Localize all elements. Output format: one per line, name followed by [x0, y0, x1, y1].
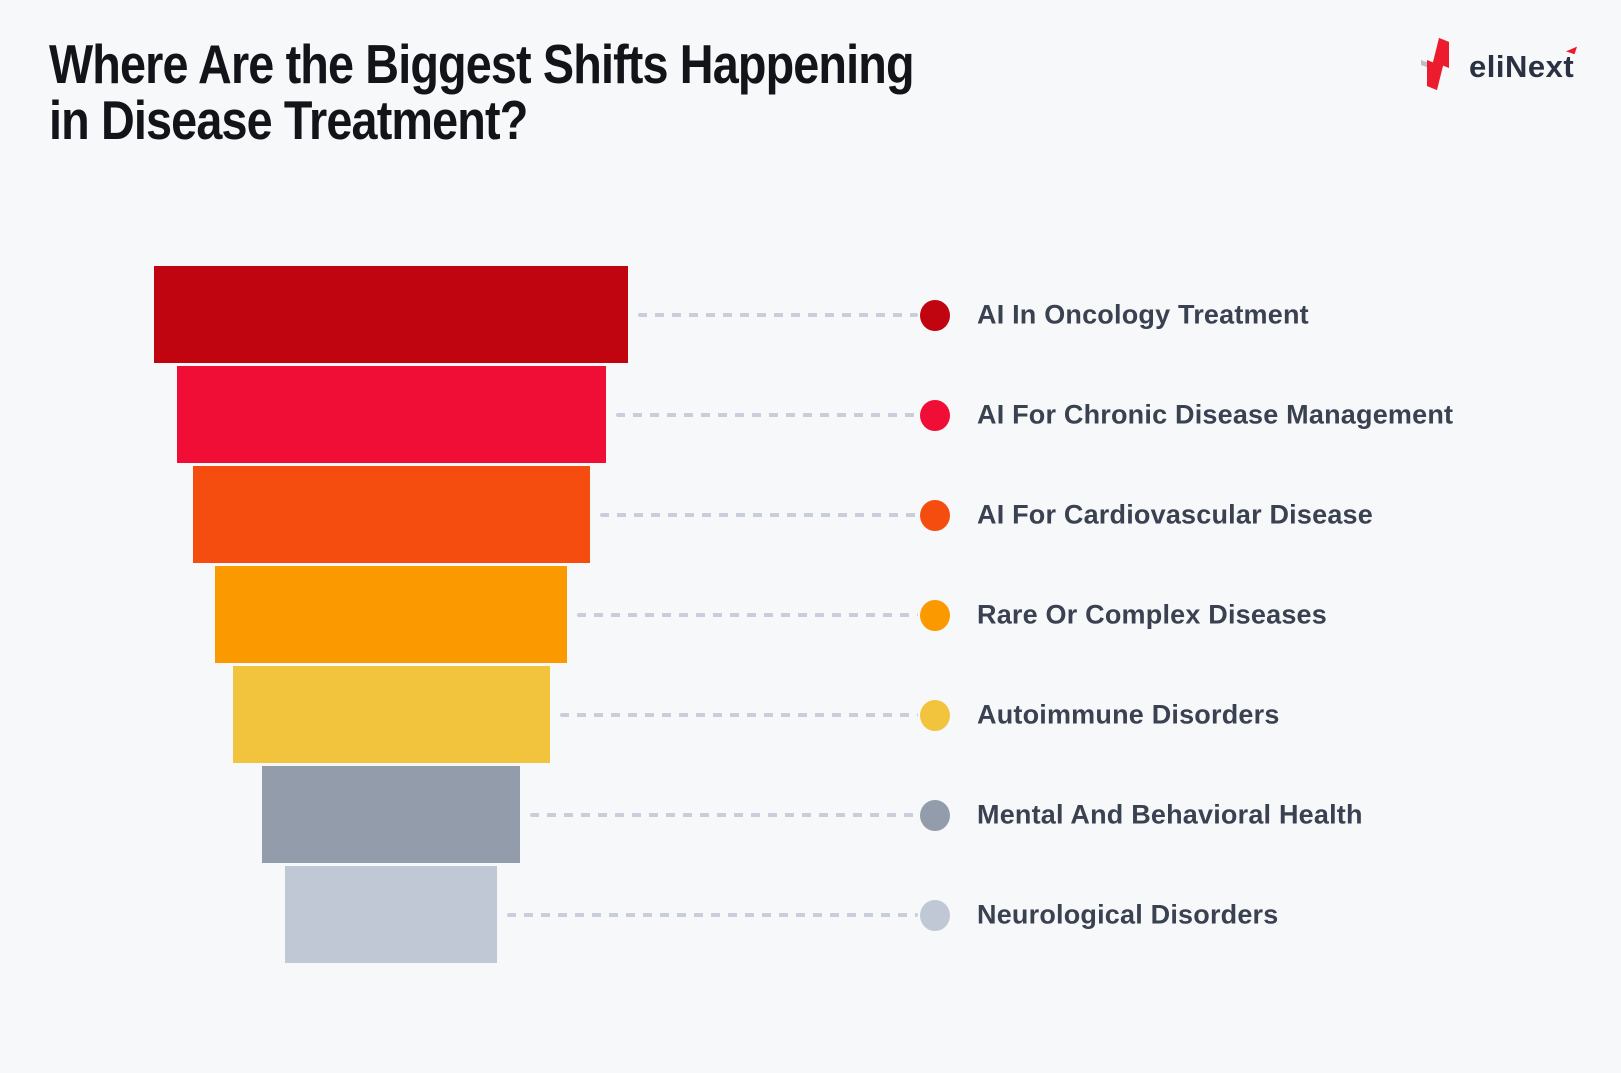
legend-dot: [920, 300, 950, 331]
funnel-bar: [262, 766, 520, 863]
elinext-logo: eliNext: [1421, 38, 1578, 90]
legend-dot: [920, 800, 950, 831]
connector-line: [615, 413, 918, 417]
legend-label: AI In Oncology Treatment: [977, 299, 1309, 330]
legend-label: AI For Cardiovascular Disease: [977, 499, 1373, 530]
connector-line: [638, 313, 918, 317]
legend-label: Autoimmune Disorders: [977, 699, 1280, 730]
page-title-line2: in Disease Treatment?: [49, 89, 528, 152]
legend-dot: [920, 600, 950, 631]
connector-line: [507, 913, 918, 917]
page-title-line1: Where Are the Biggest Shifts Happening: [49, 33, 915, 95]
connector-line: [577, 613, 918, 617]
page-title: Where Are the Biggest Shifts Happening i…: [49, 33, 915, 152]
legend-label: Mental And Behavioral Health: [977, 799, 1363, 830]
connector-line: [599, 513, 918, 517]
legend-label: AI For Chronic Disease Management: [977, 399, 1454, 430]
funnel-bar: [154, 266, 628, 363]
legend-dot: [920, 900, 950, 931]
funnel-bar: [285, 866, 497, 963]
elinext-logo-word: eliNext: [1469, 49, 1575, 84]
funnel-bar: [232, 666, 550, 763]
legend-label: Rare Or Complex Diseases: [977, 599, 1327, 630]
legend-label: Neurological Disorders: [977, 899, 1279, 930]
funnel-bar: [176, 366, 606, 463]
connector-line: [559, 713, 918, 717]
legend-dot: [920, 500, 950, 531]
elinext-logo-text: eliNext: [1469, 43, 1578, 85]
legend-dot: [920, 700, 950, 731]
legend-dot: [920, 400, 950, 431]
elinext-n-icon: [1421, 38, 1449, 90]
connector-line: [530, 813, 918, 817]
funnel-bar: [215, 566, 567, 663]
funnel-bar: [192, 466, 590, 563]
